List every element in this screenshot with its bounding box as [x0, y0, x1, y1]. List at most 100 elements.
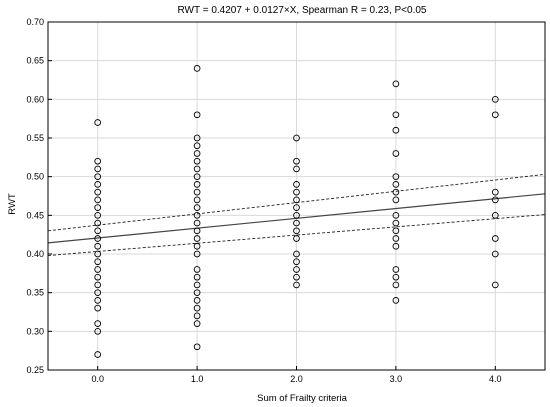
data-point — [193, 320, 201, 327]
x-tick-label: 3.0 — [390, 374, 403, 384]
data-point — [193, 289, 201, 297]
data-point — [94, 188, 102, 196]
y-tick-label: 0.35 — [26, 288, 44, 298]
y-tick-label: 0.65 — [26, 56, 44, 66]
data-points — [94, 65, 499, 358]
data-point — [293, 204, 300, 211]
data-point — [94, 281, 102, 289]
data-point — [392, 150, 400, 157]
data-point — [193, 250, 201, 258]
data-point — [193, 142, 201, 150]
y-tick-label: 0.40 — [26, 249, 44, 259]
data-point — [293, 266, 300, 273]
data-point — [293, 188, 300, 196]
chart-title: RWT = 0.4207 + 0.0127×X, Spearman R = 0.… — [178, 5, 427, 16]
data-point — [193, 173, 201, 181]
data-point — [94, 204, 102, 211]
data-point — [293, 250, 300, 258]
data-point — [193, 297, 201, 304]
data-point — [193, 312, 201, 320]
y-tick-label: 0.60 — [26, 94, 44, 104]
data-point — [392, 80, 400, 88]
data-point — [193, 204, 201, 211]
data-point — [193, 281, 201, 289]
data-point — [293, 258, 300, 266]
data-point — [491, 111, 499, 119]
y-tick-label: 0.30 — [26, 326, 44, 336]
data-point — [94, 235, 102, 242]
data-point — [392, 181, 400, 188]
data-point — [94, 196, 102, 204]
data-point — [193, 157, 201, 165]
data-point — [193, 242, 201, 250]
data-point — [491, 281, 499, 289]
data-point — [491, 235, 499, 242]
data-point — [193, 188, 201, 196]
data-point — [293, 219, 300, 227]
data-point — [392, 281, 400, 289]
data-point — [392, 227, 400, 235]
data-point — [392, 211, 400, 219]
data-point — [94, 173, 102, 181]
data-point — [94, 327, 102, 335]
data-point — [94, 297, 102, 304]
data-point — [293, 273, 300, 281]
data-point — [94, 320, 102, 327]
data-point — [193, 304, 201, 312]
data-point — [491, 196, 499, 204]
confidence-band-lower — [47, 214, 546, 256]
data-point — [392, 273, 400, 281]
data-point — [94, 157, 102, 165]
data-point — [94, 211, 102, 219]
data-point — [193, 196, 201, 204]
data-point — [193, 343, 201, 351]
data-point — [491, 211, 499, 219]
data-point — [392, 297, 400, 304]
y-axis-label: RWT — [7, 193, 18, 215]
data-point — [392, 266, 400, 273]
data-point — [94, 219, 102, 227]
data-point — [392, 126, 400, 134]
data-point — [94, 250, 102, 258]
data-point — [193, 165, 201, 173]
data-point — [94, 258, 102, 266]
data-point — [392, 111, 400, 119]
data-point — [193, 273, 201, 281]
data-point — [193, 134, 201, 142]
data-point — [193, 266, 201, 273]
data-point — [293, 165, 300, 173]
x-tick-label: 0.0 — [91, 374, 104, 384]
data-point — [94, 273, 102, 281]
x-tick-label: 1.0 — [191, 374, 204, 384]
data-point — [94, 227, 102, 235]
data-point — [193, 181, 201, 188]
data-point — [193, 219, 201, 227]
data-point — [293, 227, 300, 235]
data-point — [293, 134, 300, 142]
x-tick-label: 4.0 — [489, 374, 502, 384]
grid — [48, 21, 545, 371]
data-point — [193, 227, 201, 235]
y-tick-label: 0.70 — [26, 17, 44, 27]
data-point — [293, 235, 300, 242]
y-tick-label: 0.50 — [26, 172, 44, 182]
plot-frame — [47, 21, 546, 371]
data-point — [392, 242, 400, 250]
data-point — [392, 219, 400, 227]
data-point — [94, 266, 102, 273]
axis-ticks: 0.0 1.0 2.0 3.0 4.0 0.25 0.30 0.35 0.40 0.45 0.50 0… — [26, 17, 501, 384]
data-point — [293, 211, 300, 219]
data-point — [94, 181, 102, 188]
data-point — [94, 304, 102, 312]
data-point — [392, 188, 400, 196]
data-point — [94, 289, 102, 297]
x-tick-label: 2.0 — [290, 374, 303, 384]
data-point — [293, 281, 300, 289]
data-point — [392, 173, 400, 181]
data-point — [293, 196, 300, 204]
data-point — [94, 351, 102, 358]
y-tick-label: 0.55 — [26, 133, 44, 143]
data-point — [491, 250, 499, 258]
data-point — [293, 181, 300, 188]
